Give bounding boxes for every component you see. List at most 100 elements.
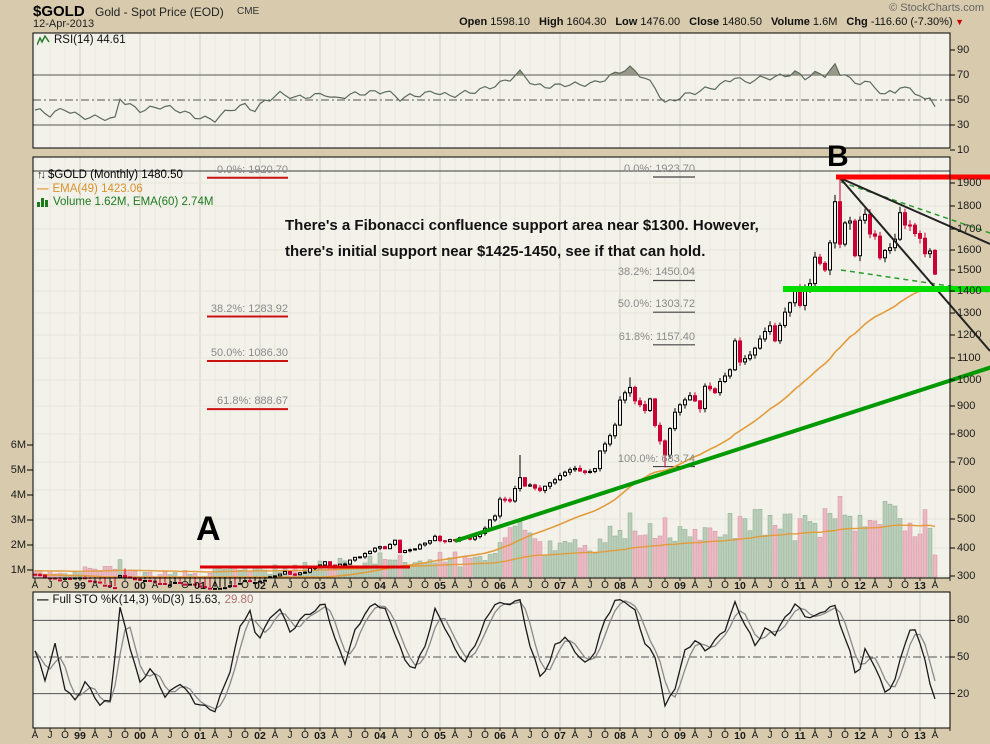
dashed-wedge-lower: [840, 269, 990, 293]
volume-axis-label: 1M: [10, 564, 26, 576]
x-axis-label: J: [647, 730, 653, 741]
quote-label: High: [539, 16, 564, 28]
y-axis-label: 1900: [957, 177, 982, 189]
x-axis-label: A: [511, 580, 519, 591]
x-axis-label: O: [121, 730, 129, 741]
x-axis-label: A: [451, 580, 459, 591]
green-trend-diagonal: [454, 365, 990, 543]
quote-value: 1.6M: [809, 16, 838, 28]
x-axis-label: A: [871, 580, 879, 591]
ticker-symbol: $GOLD: [33, 3, 85, 20]
y-axis-label: 800: [957, 428, 976, 440]
x-axis-label: O: [361, 730, 369, 741]
y-axis-label: 90: [957, 44, 970, 56]
x-axis-label: A: [811, 730, 819, 741]
x-axis-label: A: [331, 730, 339, 741]
x-axis-label: A: [31, 580, 39, 591]
x-axis-label: J: [647, 580, 653, 591]
x-axis-label: 99: [74, 580, 86, 592]
x-axis-label: J: [107, 580, 113, 591]
quote-label: Chg: [846, 16, 868, 28]
x-axis-label: 05: [434, 730, 446, 742]
panel-borders: [32, 32, 951, 729]
volume-ema: [35, 524, 936, 573]
panel-backgrounds: [33, 33, 950, 728]
y-axis-label: 1300: [957, 307, 982, 319]
x-axis-label: O: [301, 730, 309, 741]
line-swatch-icon: —: [37, 594, 49, 606]
x-axis-label: J: [587, 730, 593, 741]
x-axis-label: J: [587, 580, 593, 591]
x-axis-label: A: [751, 730, 759, 741]
y-axis-label: 50: [957, 94, 970, 106]
volume-axis-label: 6M: [10, 439, 26, 451]
quote-value: 1480.50: [719, 16, 762, 28]
y-axis-label: 1500: [957, 264, 982, 276]
x-axis-label: A: [91, 580, 99, 591]
axis-ticks: [27, 49, 955, 731]
sto-legend-label: Full STO %K(14,3) %D(3): [52, 594, 185, 606]
x-axis-label: A: [691, 580, 699, 591]
x-axis-label: 10: [734, 730, 746, 742]
rsi-line: [34, 62, 936, 124]
y-axis-label: 500: [957, 513, 976, 525]
y-axis-label: 50: [957, 651, 970, 663]
x-axis-label: J: [227, 730, 233, 741]
bars-icon: [37, 198, 48, 207]
black-fan-steep: [839, 177, 990, 352]
x-axis-label: A: [931, 730, 939, 741]
x-axis-label: O: [241, 730, 249, 741]
x-axis-label: 00: [134, 730, 146, 742]
x-axis-label: J: [47, 730, 53, 741]
volume-axis-label: 2M: [10, 539, 26, 551]
x-axis-label: 08: [614, 730, 626, 742]
x-axis-label: A: [271, 730, 279, 741]
y-axis-label: 400: [957, 542, 976, 554]
rsi-legend-label: RSI(14) 44.61: [54, 34, 126, 46]
y-axis-label: 20: [957, 687, 970, 700]
y-axis-label: 1100: [957, 352, 981, 364]
x-axis-label: A: [91, 730, 99, 741]
quote-value: 1476.00: [637, 16, 681, 28]
x-axis-label: A: [871, 730, 879, 741]
x-axis-label: O: [841, 580, 849, 591]
x-axis-label: 03: [314, 580, 326, 592]
x-axis-label: J: [527, 730, 533, 741]
ema-legend: — EMA(49) 1423.06: [37, 183, 143, 195]
x-axis-label: J: [707, 730, 713, 741]
y-axis-label: 1200: [957, 329, 982, 341]
fib-label-fib-left: 50.0%: 1086.30: [210, 347, 288, 359]
x-axis-label: A: [811, 580, 819, 591]
quote-value: 1598.10: [487, 16, 531, 28]
price-legend: ↑↓ $GOLD (Monthly) 1480.50: [37, 169, 183, 181]
x-axis-label: 03: [314, 730, 326, 742]
x-axis-label: J: [407, 580, 413, 591]
x-axis-label: O: [361, 580, 369, 591]
y-axis-label: 10: [957, 144, 970, 156]
y-axis-label: 30: [957, 119, 970, 131]
x-axis-label: O: [721, 580, 729, 591]
chart-date: 12-Apr-2013: [33, 18, 95, 30]
x-axis-label: 02: [254, 580, 266, 592]
rsi-series: [34, 62, 936, 124]
ticker-exchange: CME: [237, 6, 260, 17]
y-axis-label: 1700: [957, 223, 982, 235]
x-axis-label: O: [61, 730, 69, 741]
x-axis-label: O: [61, 580, 69, 591]
fib-label-fib-left: 61.8%: 888.67: [217, 395, 288, 408]
x-axis-label: O: [781, 580, 789, 591]
x-axis-label: J: [767, 730, 773, 741]
x-axis-label: 01: [194, 730, 206, 742]
updown-arrows-icon: ↑↓: [37, 169, 46, 181]
x-axis-label: 12: [854, 730, 866, 742]
x-axis-label: O: [601, 580, 609, 591]
sto-series: [34, 598, 936, 713]
sto-legend: — Full STO %K(14,3) %D(3) 15.63, 29.80: [37, 594, 253, 606]
x-axis-label: A: [211, 730, 219, 741]
x-axis-label: A: [631, 580, 639, 591]
x-axis-label: O: [481, 730, 489, 741]
x-axis-label: J: [47, 580, 53, 591]
ticker-name: Gold - Spot Price (EOD): [95, 5, 224, 19]
x-axis-label: J: [287, 580, 293, 591]
